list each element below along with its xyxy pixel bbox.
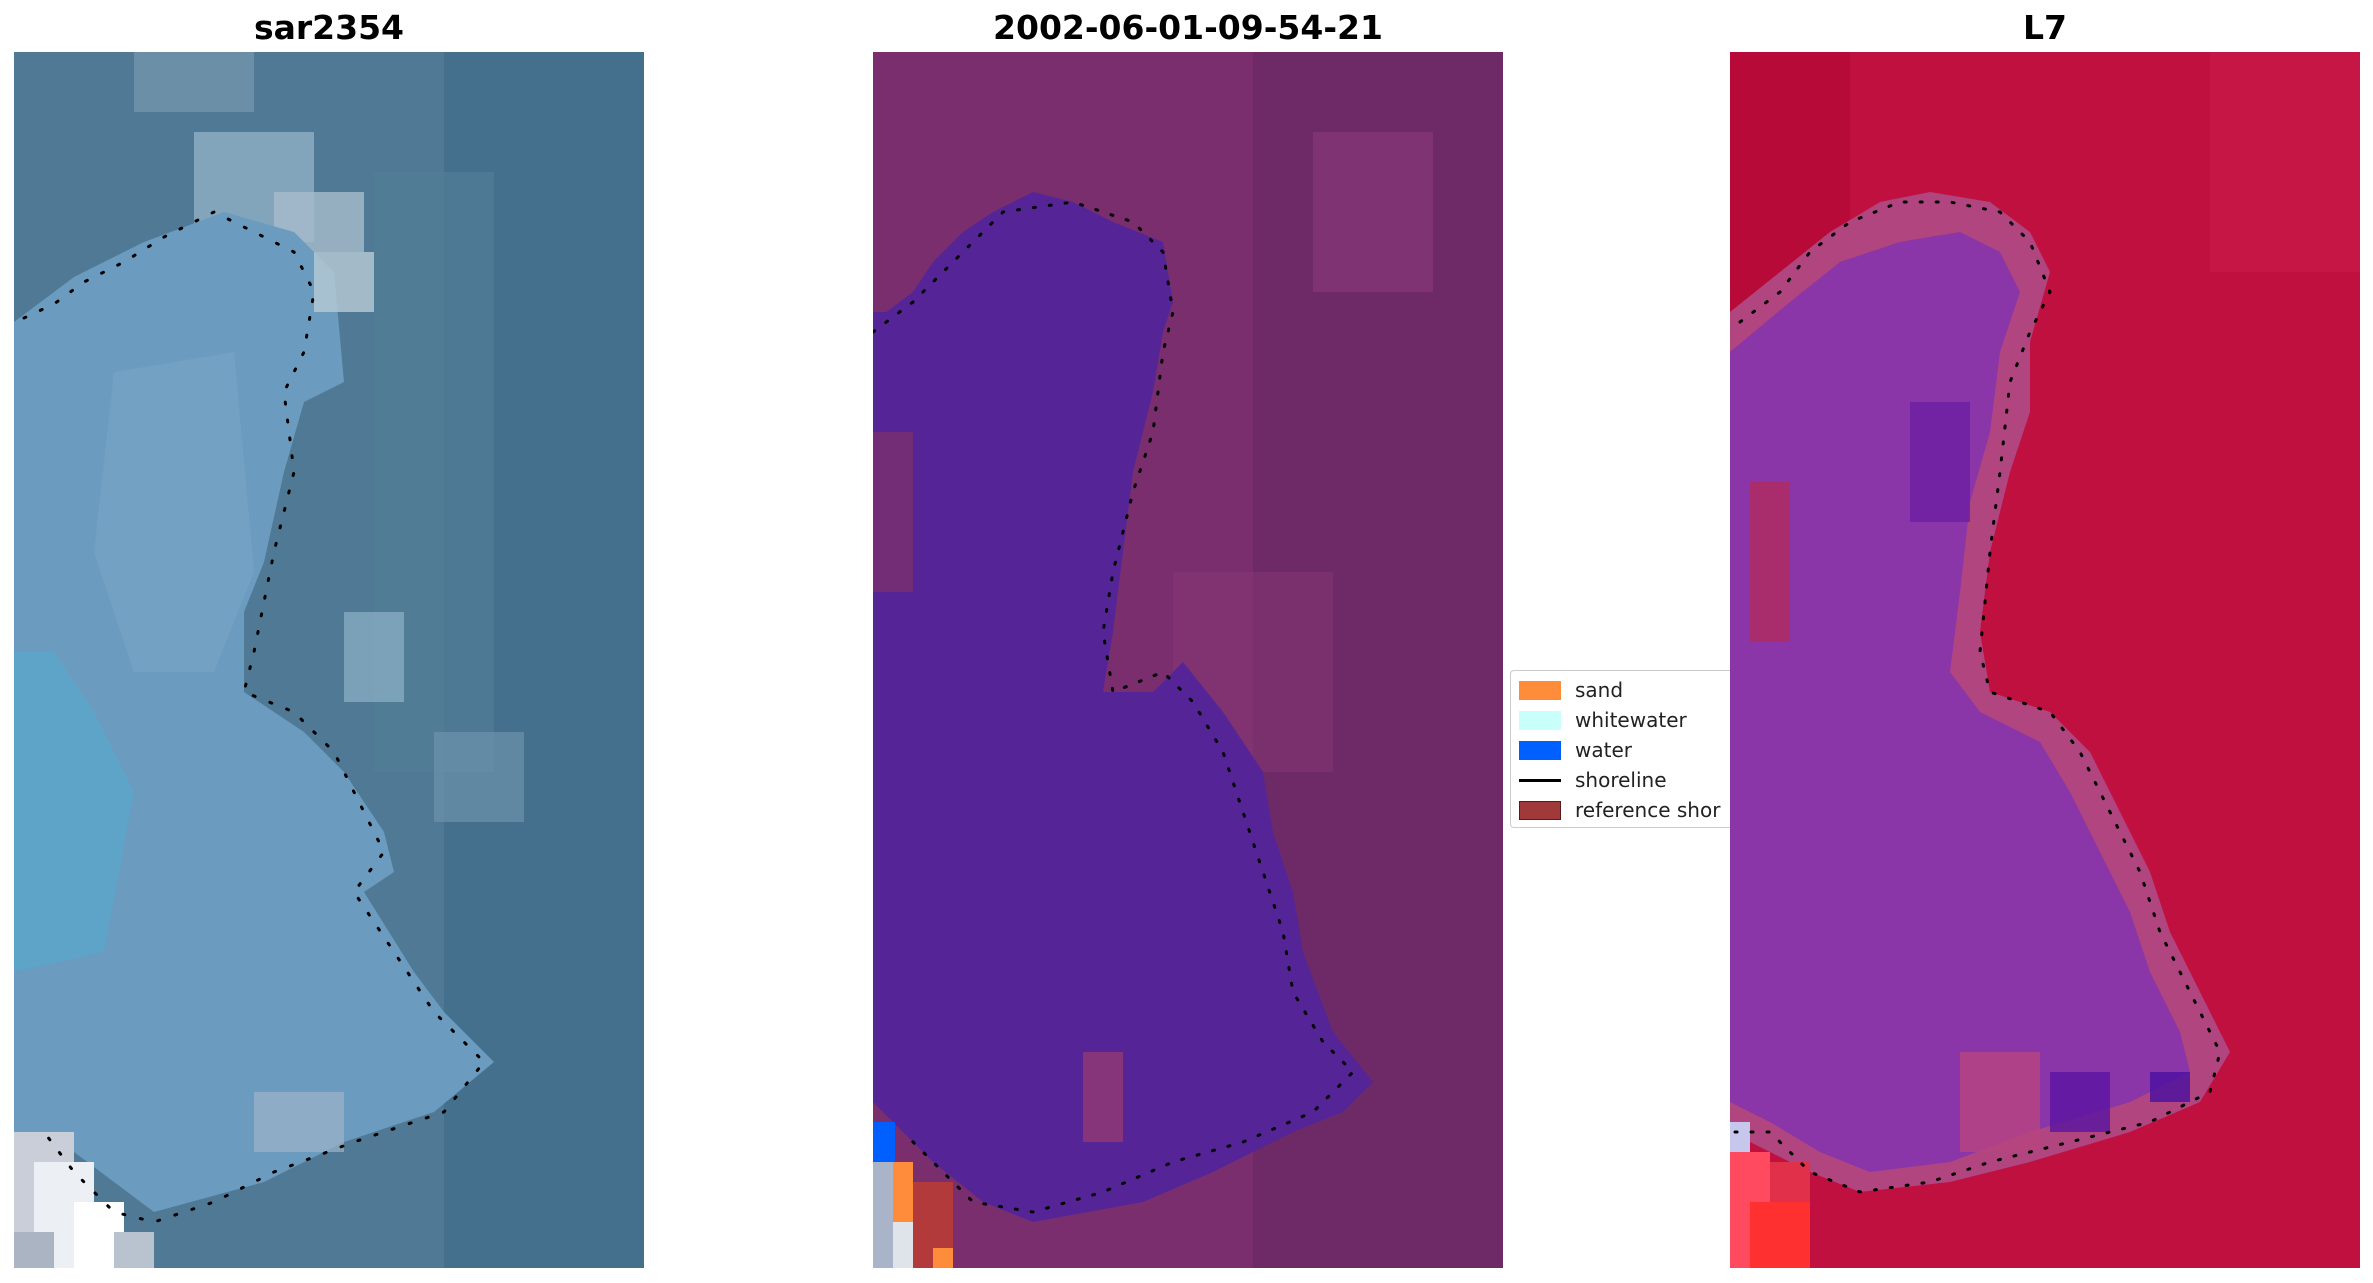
legend-item-water: water [1519,738,1632,762]
whitewater-swatch [1519,710,1561,730]
legend-item-reference-shoreline: reference shor [1519,798,1721,822]
classified-image-panel [873,52,1503,1268]
legend-label-water: water [1575,738,1632,762]
legend-item-sand: sand [1519,678,1624,702]
legend-item-whitewater: whitewater [1519,708,1687,732]
panel-title-center: 2002-06-01-09-54-21 [993,8,1383,47]
sand-swatch [1519,680,1561,700]
satellite-image-panel [14,52,644,1268]
legend: sand whitewater water shoreline referenc… [1510,670,1730,828]
shoreline-line-icon [1519,778,1561,782]
legend-label-whitewater: whitewater [1575,708,1687,732]
legend-label-sand: sand [1575,678,1624,702]
classified-image [873,52,1503,1268]
legend-label-shoreline: shoreline [1575,768,1667,792]
satellite-image [14,52,644,1268]
reference-shoreline-swatch [1519,800,1561,820]
index-image [1730,52,2360,1268]
legend-label-reference-shoreline: reference shor [1575,798,1721,822]
index-image-panel [1730,52,2360,1268]
legend-item-shoreline: shoreline [1519,768,1667,792]
panel-title-left: sar2354 [253,8,405,47]
water-swatch [1519,740,1561,760]
panel-title-right: L7 [2023,8,2067,47]
